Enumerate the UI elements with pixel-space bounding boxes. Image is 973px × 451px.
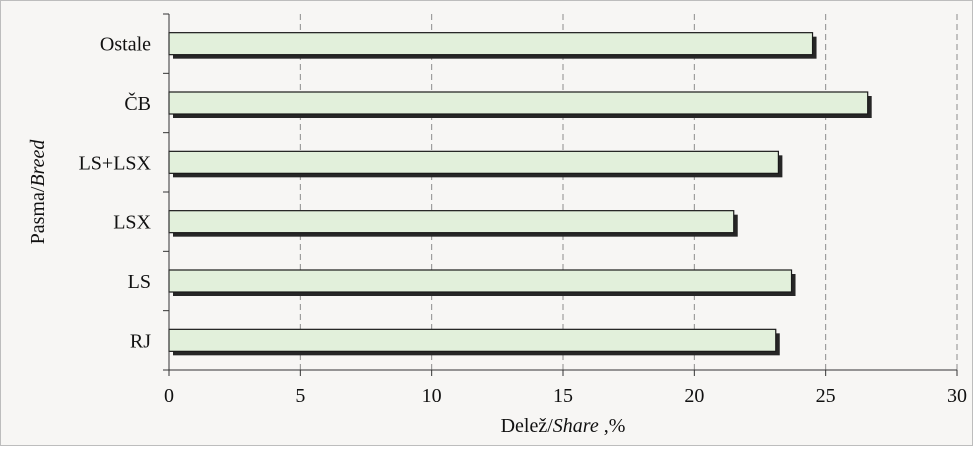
x-tick-label: 15 [553, 385, 573, 407]
y-tick-label: LSX [113, 212, 151, 234]
bar [168, 32, 814, 56]
tick-labels: 0 5 10 15 20 25 30 Ostale ČB LS+LSX LSX LS RJ [79, 13, 967, 407]
y-tick-label: LS [128, 271, 151, 293]
x-tick-label: 10 [422, 385, 442, 407]
x-axis-label-main: Delež/ [501, 415, 554, 437]
y-tick-label: LS+LSX [79, 152, 152, 174]
y-axis-label: Pasma/Breed [27, 139, 49, 245]
bar [168, 269, 793, 293]
y-tick-label: Ostale [100, 34, 151, 56]
y-axis-label-italic: Breed [27, 139, 49, 187]
x-tick-label: 25 [816, 385, 836, 407]
x-axis-label: Delež/Share ,% [501, 415, 626, 437]
x-axis-label-italic: Share [553, 415, 599, 437]
plot-area [169, 14, 957, 370]
x-tick-label: 0 [164, 385, 174, 407]
x-tick-label: 20 [684, 385, 704, 407]
x-axis-label-suffix: ,% [599, 415, 626, 437]
bar [168, 91, 869, 115]
x-tick-label: 30 [947, 385, 967, 407]
gridlines [169, 14, 958, 370]
y-tick-label: ČB [124, 91, 151, 115]
y-axis-label-main: Pasma/ [27, 186, 49, 244]
bars [168, 32, 872, 356]
bar [168, 210, 735, 234]
y-tick-label: RJ [130, 330, 151, 352]
bar [168, 328, 777, 352]
x-tick-label: 5 [295, 385, 305, 407]
bar [168, 150, 779, 174]
